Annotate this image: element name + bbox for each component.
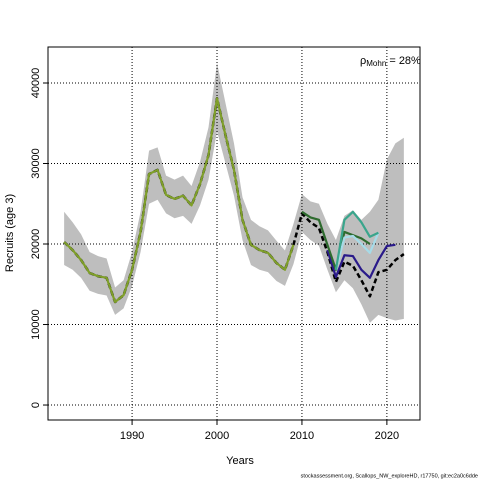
retro-line [334,210,379,270]
x-axis-label: Years [226,455,254,467]
retro-line [63,97,295,304]
y-axis-label: Recruits (age 3) [4,194,16,272]
retro-line [326,243,396,279]
y-tick-label: 20000 [30,229,42,260]
y-tick-label: 30000 [30,148,42,179]
footer: stockassessment.org, Scallops_NW_explore… [301,473,478,479]
plot-frame [47,46,421,421]
x-tick-label: 2010 [290,430,314,442]
annotation-subscript: Mohn [366,59,386,68]
retro-line [334,232,380,271]
annotation-text: = 28% [386,55,421,67]
y-tick-label: 10000 [30,309,42,340]
x-tick-label: 2020 [375,430,399,442]
annotation: ρMohn = 28% [360,55,421,68]
annotation-symbol: ρ [360,55,366,67]
y-tick-label: 40000 [30,68,42,99]
x-tick-label: 1990 [120,430,144,442]
x-tick-label: 2000 [205,430,229,442]
confidence-band [64,62,404,323]
y-tick-label: 0 [30,402,42,408]
